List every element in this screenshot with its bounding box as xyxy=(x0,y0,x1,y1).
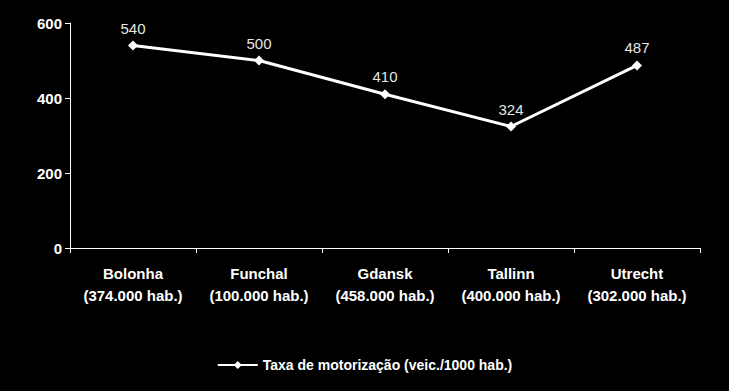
svg-text:200: 200 xyxy=(37,165,62,182)
svg-text:Gdansk: Gdansk xyxy=(357,265,413,282)
svg-text:324: 324 xyxy=(498,101,523,118)
svg-text:0: 0 xyxy=(54,240,62,257)
svg-text:500: 500 xyxy=(246,35,271,52)
svg-text:Utrecht: Utrecht xyxy=(611,265,664,282)
svg-text:Funchal: Funchal xyxy=(230,265,288,282)
svg-text:(100.000 hab.): (100.000 hab.) xyxy=(209,287,308,304)
svg-text:540: 540 xyxy=(120,20,145,37)
svg-text:Taxa de motorização (veic./100: Taxa de motorização (veic./1000 hab.) xyxy=(263,357,513,373)
svg-text:400: 400 xyxy=(37,90,62,107)
svg-text:(400.000 hab.): (400.000 hab.) xyxy=(461,287,560,304)
svg-text:Tallinn: Tallinn xyxy=(487,265,534,282)
svg-text:(302.000 hab.): (302.000 hab.) xyxy=(587,287,686,304)
svg-text:(458.000 hab.): (458.000 hab.) xyxy=(335,287,434,304)
svg-text:410: 410 xyxy=(372,68,397,85)
svg-text:487: 487 xyxy=(624,39,649,56)
svg-text:(374.000 hab.): (374.000 hab.) xyxy=(83,287,182,304)
svg-text:Bolonha: Bolonha xyxy=(103,265,164,282)
svg-text:600: 600 xyxy=(37,15,62,32)
